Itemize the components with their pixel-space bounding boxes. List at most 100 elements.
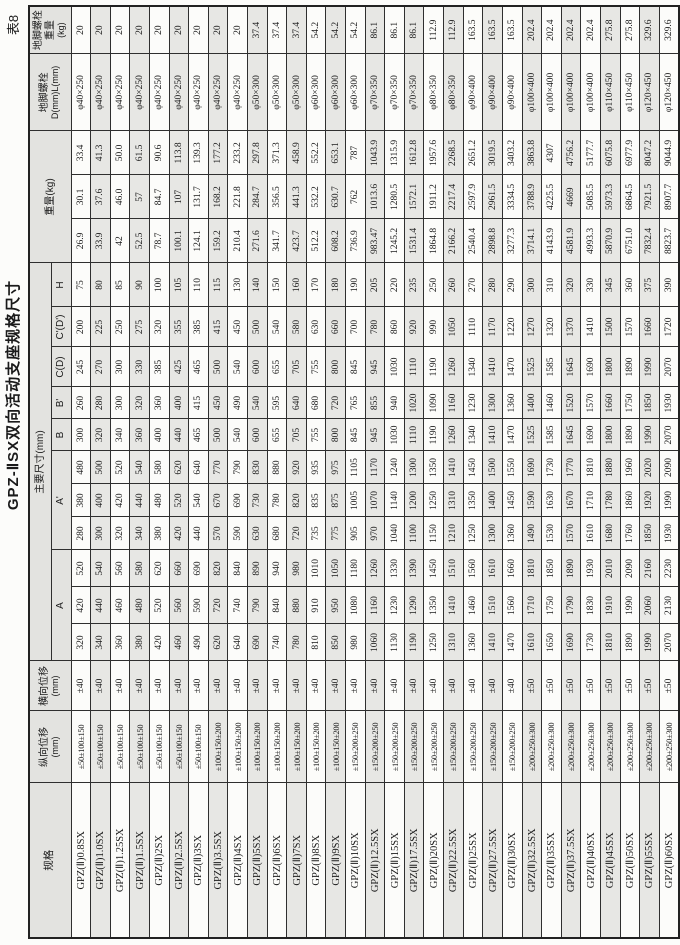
cell-longitudinal-displacement: ±100±150±200: [325, 711, 346, 783]
cell-CD-prime: 540: [267, 307, 287, 347]
cell-CD: 500: [208, 347, 228, 387]
cell-B-prime: 260: [71, 387, 91, 419]
cell-A2: 950: [325, 587, 346, 624]
header-spec: 规格: [29, 783, 71, 938]
cell-A-prime-1: 1680: [600, 517, 621, 550]
cell-A-prime-1: 1300: [482, 517, 503, 550]
cell-CD-prime: 920: [404, 307, 424, 347]
cell-CD-prime: 1170: [482, 307, 503, 347]
table-row: GPZ(Ⅱ)3SX ±50±100±150 ±40 490 590 690 44…: [188, 5, 209, 938]
cell-A2: 440: [90, 587, 111, 624]
cell-anchor-bolt: φ70×350: [384, 53, 405, 131]
cell-weight-2: 4669: [561, 174, 581, 219]
cell-A3: 840: [227, 550, 248, 587]
cell-A3: 1050: [325, 550, 346, 587]
cell-weight-1: 124.1: [188, 218, 209, 263]
cell-weight-2: 2217.4: [443, 174, 464, 219]
cell-CD-prime: 415: [208, 307, 228, 347]
cell-A-prime-1: 1760: [620, 517, 640, 550]
cell-weight-3: 787: [345, 130, 366, 175]
cell-weight-3: 6977.9: [620, 130, 640, 175]
cell-B-prime: 1020: [404, 387, 424, 419]
cell-weight-1: 983.47: [365, 218, 385, 263]
cell-weight-1: 512.2: [306, 218, 326, 263]
cell-spec: GPZ(Ⅱ)3.5SX: [208, 783, 228, 938]
cell-A-prime-2: 1140: [384, 484, 405, 517]
cell-B: 1470: [502, 419, 523, 451]
cell-H: 190: [345, 262, 366, 307]
cell-anchor-bolt-weight: 163.5: [482, 5, 503, 54]
cell-A-prime-3: 1300: [404, 451, 424, 484]
cell-longitudinal-displacement: ±150±200±250: [345, 711, 366, 783]
cell-longitudinal-displacement: ±200±250±300: [659, 711, 679, 783]
cell-A1: 1410: [482, 624, 503, 661]
cell-A3: 1930: [580, 550, 601, 587]
header-anchor-bolt-weight: 地脚螺栓 重量 (kg): [29, 5, 71, 54]
cell-longitudinal-displacement: ±100±150±200: [267, 711, 287, 783]
cell-H: 320: [561, 262, 581, 307]
cell-H: 290: [502, 262, 523, 307]
cell-A-prime-3: 1880: [600, 451, 621, 484]
cell-lateral-displacement: ±40: [345, 661, 366, 711]
cell-B: 1525: [522, 419, 542, 451]
cell-A-prime-1: 1100: [404, 517, 424, 550]
cell-A-prime-3: 935: [306, 451, 326, 484]
cell-B: 1340: [463, 419, 483, 451]
cell-A3: 1180: [345, 550, 366, 587]
cell-A1: 420: [149, 624, 170, 661]
header-weight: 重量(kg): [29, 130, 71, 263]
cell-A3: 2230: [659, 550, 679, 587]
cell-A-prime-1: 775: [325, 517, 346, 550]
cell-A-prime-1: 680: [267, 517, 287, 550]
cell-lateral-displacement: ±40: [110, 661, 130, 711]
cell-spec: GPZ(Ⅱ)45SX: [600, 783, 621, 938]
cell-weight-1: 100.1: [169, 218, 189, 263]
cell-anchor-bolt: φ80×350: [443, 53, 464, 131]
cell-A1: 1890: [620, 624, 640, 661]
cell-B: 360: [129, 419, 150, 451]
table-row: GPZ(Ⅱ)30SX ±150±200±250 ±40 1470 1560 16…: [502, 5, 523, 938]
cell-anchor-bolt: φ90×400: [463, 53, 483, 131]
table-row: GPZ(Ⅱ)40SX ±200±250±300 ±50 1730 1830 19…: [580, 5, 601, 938]
cell-CD: 1645: [561, 347, 581, 387]
cell-B: 945: [365, 419, 385, 451]
cell-lateral-displacement: ±40: [404, 661, 424, 711]
cell-longitudinal-displacement: ±150±200±250: [443, 711, 464, 783]
cell-CD: 1340: [463, 347, 483, 387]
cell-A-prime-2: 1350: [463, 484, 483, 517]
cell-A2: 1160: [365, 587, 385, 624]
cell-H: 130: [227, 262, 248, 307]
cell-CD: 1260: [443, 347, 464, 387]
cell-anchor-bolt-weight: 86.1: [365, 5, 385, 54]
cell-A2: 840: [267, 587, 287, 624]
cell-B: 655: [267, 419, 287, 451]
cell-CD-prime: 225: [90, 307, 111, 347]
cell-A1: 460: [169, 624, 189, 661]
cell-weight-2: 1572.1: [404, 174, 424, 219]
cell-lateral-displacement: ±40: [365, 661, 385, 711]
cell-A3: 1560: [463, 550, 483, 587]
table-row: GPZ(Ⅱ)25SX ±150±200±250 ±40 1360 1460 15…: [463, 5, 483, 938]
cell-A2: 1750: [541, 587, 562, 624]
cell-B: 1585: [541, 419, 562, 451]
cell-A2: 590: [188, 587, 209, 624]
cell-A-prime-1: 320: [110, 517, 130, 550]
cell-anchor-bolt-weight: 86.1: [384, 5, 405, 54]
cell-A3: 820: [208, 550, 228, 587]
cell-B-prime: 1160: [443, 387, 464, 419]
cell-A2: 1910: [600, 587, 621, 624]
cell-A1: 1060: [365, 624, 385, 661]
cell-A2: 1410: [443, 587, 464, 624]
cell-A3: 1390: [404, 550, 424, 587]
cell-CD: 1110: [404, 347, 424, 387]
cell-A-prime-1: 1210: [443, 517, 464, 550]
cell-A-prime-3: 1770: [561, 451, 581, 484]
header-dim-CD: C(D): [51, 347, 71, 387]
cell-A-prime-2: 820: [286, 484, 307, 517]
cell-A3: 1660: [502, 550, 523, 587]
cell-A3: 660: [169, 550, 189, 587]
cell-A-prime-3: 1240: [384, 451, 405, 484]
cell-A2: 1710: [522, 587, 542, 624]
cell-B: 540: [227, 419, 248, 451]
cell-B: 300: [71, 419, 91, 451]
